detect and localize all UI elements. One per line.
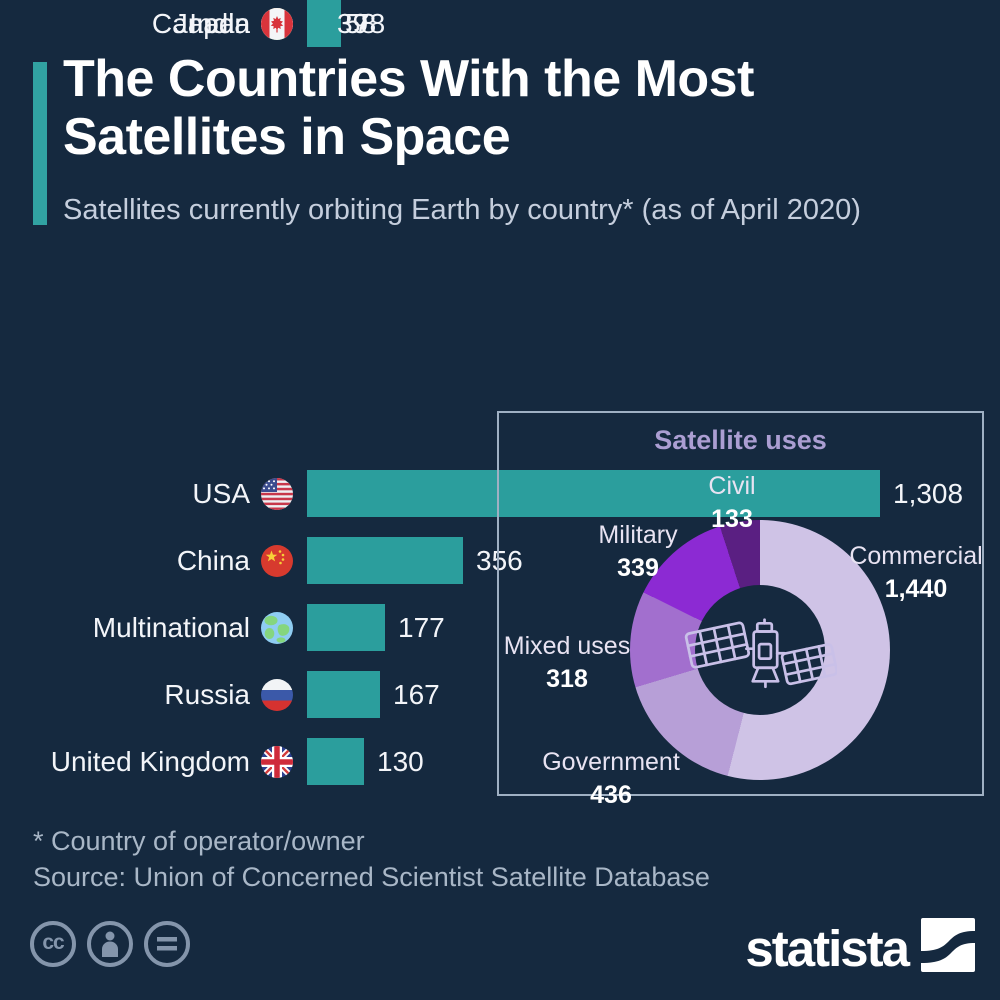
bar-fill bbox=[307, 738, 364, 785]
country-label: Japan bbox=[173, 7, 250, 39]
statista-logo-icon bbox=[921, 918, 975, 972]
donut-label-military: Military 339 bbox=[598, 521, 678, 582]
bar-fill bbox=[307, 0, 324, 47]
license-icons: cc bbox=[30, 921, 190, 967]
satellite-icon bbox=[684, 618, 837, 689]
donut-label-government: Government 436 bbox=[542, 748, 680, 809]
bar-fill bbox=[307, 470, 880, 517]
bar-row-russia: Russia 167 bbox=[0, 671, 1000, 718]
subtitle: Satellites currently orbiting Earth by c… bbox=[63, 194, 861, 226]
statista-branding: statista bbox=[745, 918, 975, 978]
donut-label-civil: Civil 133 bbox=[708, 472, 756, 533]
donut-label-mixed-uses: Mixed uses 318 bbox=[503, 632, 631, 693]
china-flag-icon bbox=[261, 544, 293, 577]
bar-value: 167 bbox=[393, 678, 440, 710]
globe-icon bbox=[261, 611, 293, 644]
bar-row-united-kingdom: United Kingdom 130 bbox=[0, 738, 1000, 785]
donut-ring bbox=[630, 520, 890, 780]
donut-label-commercial: Commercial 1,440 bbox=[849, 542, 983, 603]
country-label: United Kingdom bbox=[50, 745, 250, 777]
bar-row-canada: Canada 39 bbox=[0, 0, 1000, 47]
bar-fill bbox=[307, 671, 380, 718]
bar-value: 177 bbox=[398, 611, 445, 643]
canada-flag-icon bbox=[261, 7, 293, 40]
bar-value: 1,308 bbox=[893, 477, 964, 509]
country-label: China bbox=[176, 544, 250, 576]
bar-row-multinational: Multinational 177 bbox=[0, 604, 1000, 651]
creative-commons-icon: cc bbox=[30, 921, 76, 967]
title-line-1: The Countries With the Most bbox=[63, 50, 754, 108]
attribution-icon bbox=[87, 921, 133, 967]
statista-wordmark: statista bbox=[745, 920, 910, 978]
country-label: USA bbox=[192, 477, 250, 509]
satellite-uses-panel: Satellite uses bbox=[497, 411, 984, 809]
country-label: India bbox=[189, 7, 250, 39]
bar-row-china: China 356 bbox=[0, 537, 1000, 584]
bar-value: 39 bbox=[337, 7, 369, 39]
uk-flag-icon bbox=[261, 745, 293, 778]
country-label: Canada bbox=[151, 7, 250, 39]
bar-fill bbox=[307, 537, 463, 584]
bar-value: 58 bbox=[345, 7, 377, 39]
bar-value: 78 bbox=[354, 7, 386, 39]
bar-row-usa: USA 1,308 bbox=[0, 470, 1000, 517]
source-line: Source: Union of Concerned Scientist Sat… bbox=[33, 862, 710, 892]
bar-fill bbox=[307, 604, 385, 651]
country-label: Russia bbox=[164, 678, 250, 710]
panel-title: Satellite uses bbox=[654, 425, 827, 455]
no-derivatives-icon bbox=[144, 921, 190, 967]
bar-value: 130 bbox=[377, 745, 424, 777]
title-line-2: Satellites in Space bbox=[63, 108, 511, 167]
usa-flag-icon bbox=[261, 477, 293, 510]
russia-flag-icon bbox=[261, 678, 293, 711]
country-label: Multinational bbox=[92, 611, 250, 643]
bar-value: 356 bbox=[476, 544, 523, 576]
page-title: The Countries With the Most Satellites i… bbox=[63, 50, 754, 166]
title-accent-bar bbox=[33, 62, 47, 225]
footnote: * Country of operator/owner bbox=[33, 826, 365, 856]
